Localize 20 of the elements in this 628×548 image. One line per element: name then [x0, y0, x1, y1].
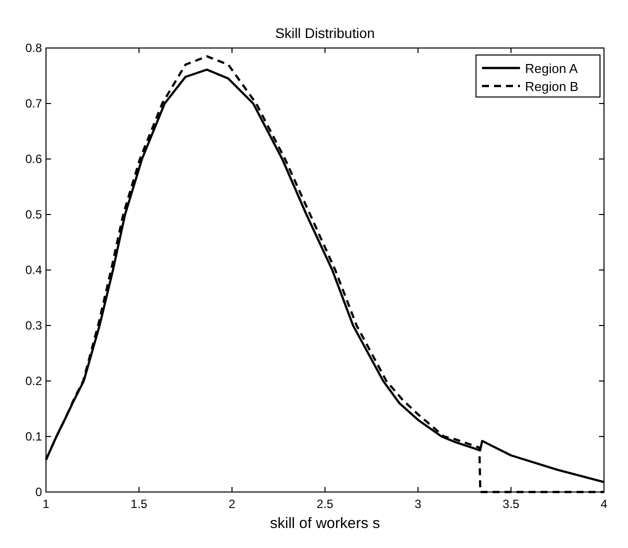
y-tick-label: 0.8	[25, 41, 42, 55]
chart-title: Skill Distribution	[275, 25, 375, 41]
y-tick-label: 0.5	[25, 208, 42, 222]
x-tick-label: 1	[42, 497, 50, 511]
y-tick-label: 0.3	[25, 318, 42, 332]
x-tick-label: 3	[414, 497, 422, 511]
legend-label: Region B	[525, 79, 578, 94]
x-axis-title: skill of workers s	[270, 515, 380, 532]
y-tick-label: 0.2	[25, 374, 42, 388]
y-tick-label: 0	[35, 485, 42, 499]
x-tick-label: 1.5	[130, 497, 148, 511]
y-tick-label: 0.1	[25, 430, 42, 444]
x-tick-label: 3.5	[502, 497, 520, 511]
x-tick-label: 2	[228, 497, 236, 511]
x-tick-label: 4	[600, 497, 608, 511]
legend-label: Region A	[525, 61, 578, 76]
y-tick-label: 0.4	[25, 263, 42, 277]
y-tick-label: 0.6	[25, 152, 42, 166]
y-tick-label: 0.7	[25, 96, 42, 110]
x-tick-label: 2.5	[316, 497, 334, 511]
